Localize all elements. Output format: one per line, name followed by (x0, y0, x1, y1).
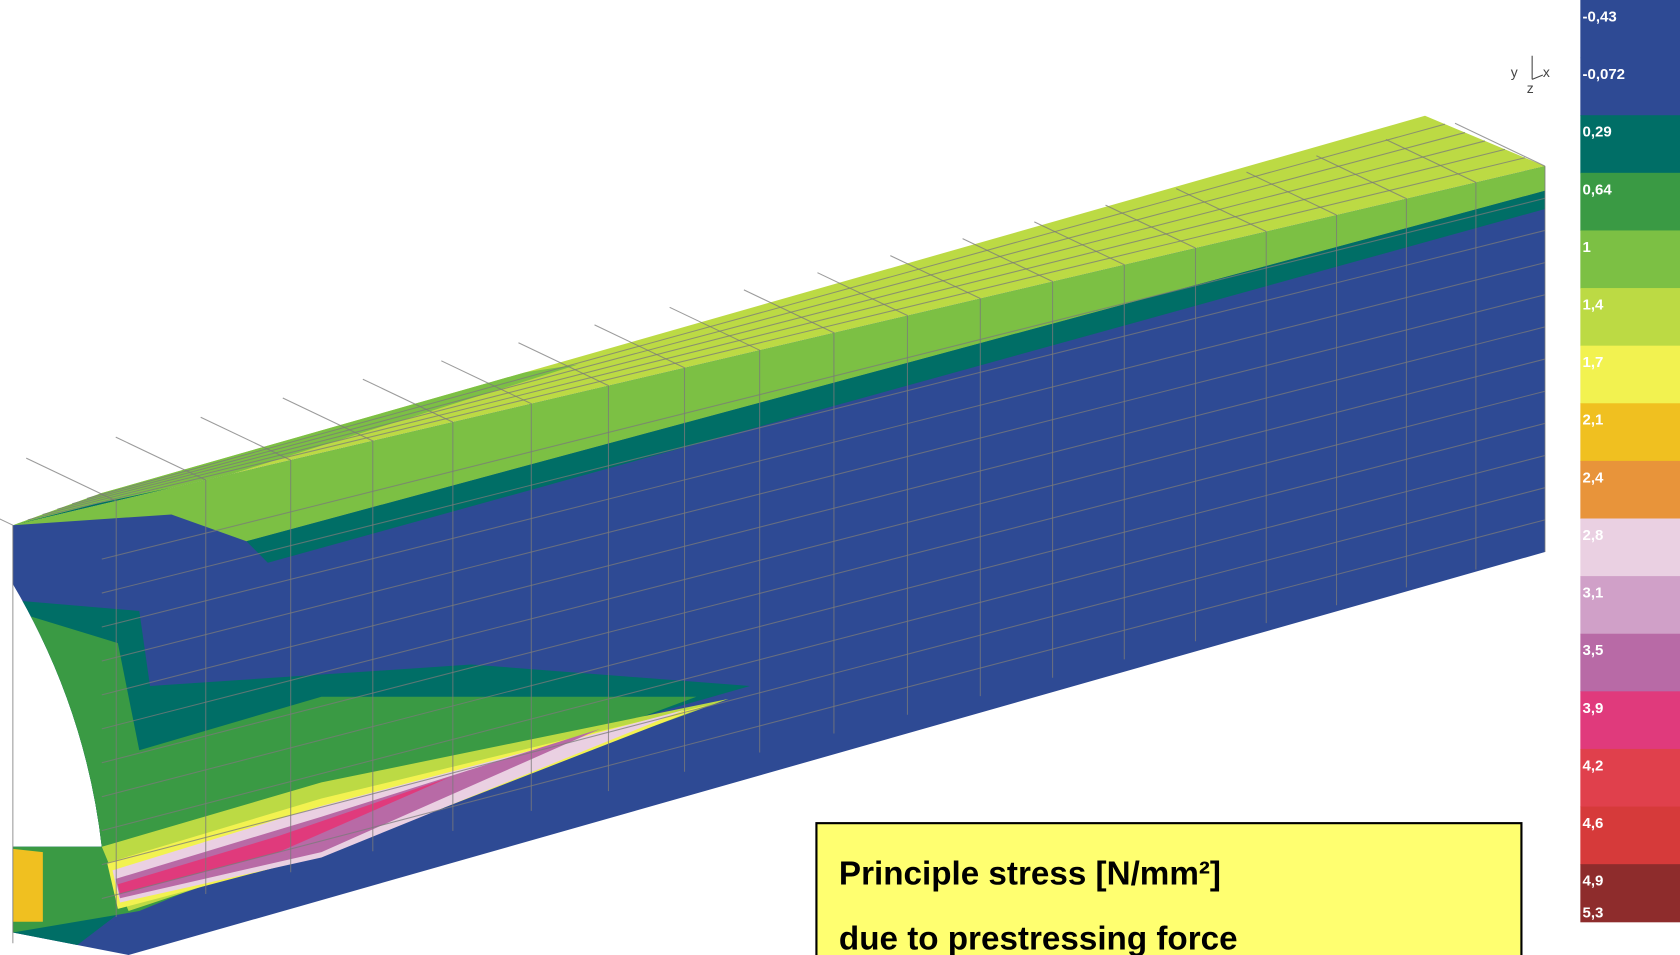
legend-label: 2,4 (1583, 469, 1605, 486)
end-yellow-zone (13, 849, 43, 922)
page: y z x -0,43 -0,072 0,29 0,64 1 1,4 1,7 2,1 2,4 2,… (0, 0, 1680, 955)
legend-label: 2,1 (1583, 412, 1604, 429)
legend-band (1580, 230, 1680, 288)
legend-label: 3,9 (1583, 700, 1604, 717)
mesh-top-cross (0, 482, 13, 525)
caption-line: Principle stress [N/mm²] (839, 855, 1221, 892)
legend-label: 1,4 (1583, 296, 1605, 313)
caption-line: due to prestressing force (839, 921, 1238, 955)
legend-label: 3,5 (1583, 642, 1604, 659)
mesh-top-cross (116, 437, 206, 480)
triad-x-label: x (1543, 64, 1550, 80)
legend-label: 4,6 (1583, 815, 1604, 832)
fe-result-view: y z x -0,43 -0,072 0,29 0,64 1 1,4 1,7 2,1 2,4 2,… (0, 0, 1680, 955)
legend-label: 3,1 (1583, 585, 1604, 602)
legend-label: 4,2 (1583, 757, 1604, 774)
legend-label: 1 (1583, 239, 1591, 256)
legend-label: 0,64 (1583, 181, 1613, 198)
legend-label: 0,29 (1583, 124, 1612, 141)
triad-z-label: z (1527, 80, 1534, 96)
legend-label: 5,3 (1583, 904, 1604, 921)
axes-triad: y z x (1511, 56, 1550, 97)
legend-label: -0,43 (1583, 8, 1617, 25)
color-legend: -0,43 -0,072 0,29 0,64 1 1,4 1,7 2,1 2,4 2,8 3,1 3,… (1580, 0, 1680, 922)
legend-label: -0,072 (1583, 66, 1626, 83)
legend-label: 2,8 (1583, 527, 1604, 544)
triad-y-label: y (1511, 64, 1518, 80)
triad-x-axis (1532, 75, 1543, 79)
legend-label: 4,9 (1583, 873, 1604, 890)
legend-label: 1,7 (1583, 354, 1604, 371)
caption-box: Principle stress [N/mm²] due to prestres… (816, 823, 1521, 955)
